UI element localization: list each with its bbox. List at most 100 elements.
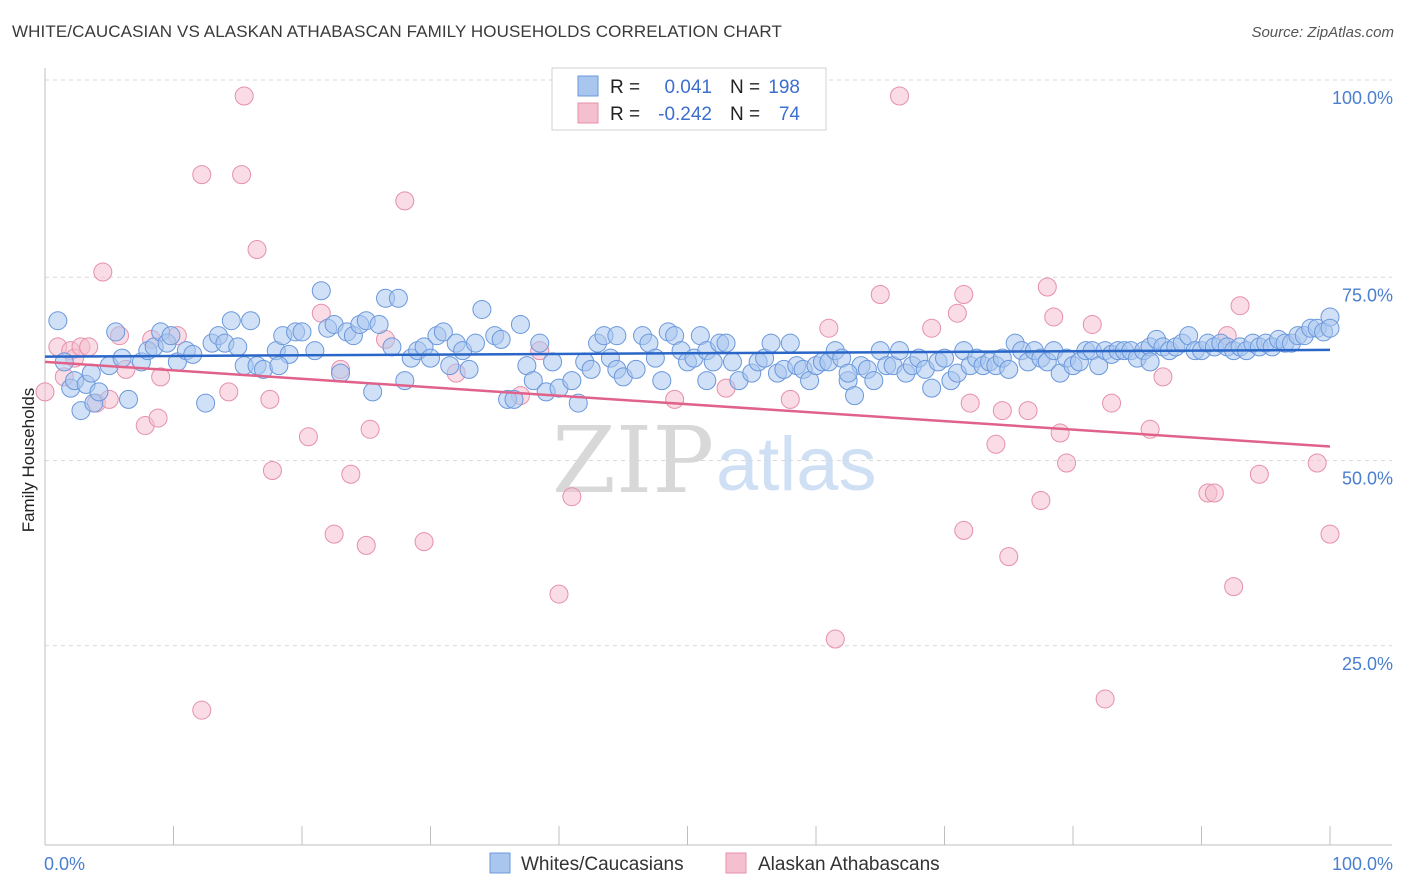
- n-value-pink: 74: [779, 104, 801, 125]
- watermark-atlas: atlas: [716, 422, 877, 507]
- data-point-athabascan: [1057, 453, 1077, 473]
- data-point-white: [269, 356, 289, 376]
- r-value-pink: -0.242: [658, 104, 712, 125]
- data-point-athabascan: [192, 700, 212, 720]
- data-point-athabascan: [1050, 423, 1070, 443]
- data-point-white: [48, 311, 68, 331]
- data-point-athabascan: [870, 284, 890, 304]
- data-point-white: [697, 371, 717, 391]
- data-point-white: [465, 333, 485, 353]
- data-point-athabascan: [234, 86, 254, 106]
- data-point-white: [761, 333, 781, 353]
- data-point-white: [922, 378, 942, 398]
- series-legend: Whites/Caucasians Alaskan Athabascans: [489, 852, 940, 875]
- data-point-white: [652, 371, 672, 391]
- data-point-athabascan: [780, 389, 800, 409]
- legend-swatch-pink: [577, 102, 599, 124]
- axis-layer: [44, 68, 1392, 846]
- data-point-athabascan: [1204, 483, 1224, 503]
- data-point-white: [504, 389, 524, 409]
- source-credit: Source: ZipAtlas.com: [1251, 24, 1394, 41]
- correlation-legend: R = 0.041 N = 198 R = -0.242 N = 74: [551, 67, 827, 131]
- data-point-white: [716, 333, 736, 353]
- data-point-white: [845, 386, 865, 406]
- data-point-white: [81, 363, 101, 383]
- data-point-white: [530, 333, 550, 353]
- data-point-athabascan: [79, 337, 99, 357]
- legend-item-athabascan-label: Alaskan Athabascans: [758, 854, 940, 875]
- data-point-white: [112, 348, 132, 368]
- r-value-blue: 0.041: [664, 77, 712, 98]
- data-point-athabascan: [395, 191, 415, 211]
- trend-layer: [44, 348, 1331, 448]
- data-point-athabascan: [1307, 453, 1327, 473]
- data-point-white: [780, 333, 800, 353]
- legend-item-athabascan-swatch: [725, 852, 747, 874]
- data-point-white: [1320, 318, 1340, 338]
- data-point-athabascan: [148, 408, 168, 428]
- trendline-athabascan: [44, 360, 1331, 448]
- data-point-white: [543, 352, 563, 372]
- data-point-white: [890, 341, 910, 361]
- r-label-pink: R =: [610, 104, 640, 125]
- y-tick-label: 50.0%: [1342, 469, 1393, 489]
- data-point-athabascan: [247, 240, 267, 260]
- data-point-athabascan: [819, 318, 839, 338]
- data-point-athabascan: [1037, 277, 1057, 297]
- data-point-athabascan: [1153, 367, 1173, 387]
- data-point-white: [491, 329, 511, 349]
- data-point-white: [196, 393, 216, 413]
- data-point-athabascan: [954, 520, 974, 540]
- data-point-white: [440, 356, 460, 376]
- data-point-athabascan: [999, 547, 1019, 567]
- data-point-white: [607, 326, 627, 346]
- data-point-white: [292, 322, 312, 342]
- n-label-pink: N =: [730, 104, 760, 125]
- data-point-white: [581, 359, 601, 379]
- data-point-athabascan: [1018, 401, 1038, 421]
- data-point-athabascan: [549, 584, 569, 604]
- data-point-athabascan: [954, 284, 974, 304]
- data-point-athabascan: [232, 165, 252, 185]
- r-label-blue: R =: [610, 77, 640, 98]
- data-point-white: [363, 382, 383, 402]
- data-point-athabascan: [414, 532, 434, 552]
- data-point-athabascan: [986, 434, 1006, 454]
- data-point-white: [241, 311, 261, 331]
- data-point-white: [228, 337, 248, 357]
- data-point-white: [106, 322, 126, 342]
- y-tick-label: 100.0%: [1332, 88, 1393, 108]
- data-point-white: [838, 363, 858, 383]
- y-tick-label: 25.0%: [1342, 654, 1393, 674]
- data-point-white: [119, 389, 139, 409]
- data-point-athabascan: [1102, 393, 1122, 413]
- data-point-athabascan: [825, 629, 845, 649]
- data-point-white: [1140, 352, 1160, 372]
- data-point-athabascan: [324, 524, 344, 544]
- data-point-white: [382, 337, 402, 357]
- data-point-athabascan: [1031, 490, 1051, 510]
- data-point-white: [331, 363, 351, 383]
- x-tick-label: 100.0%: [1332, 854, 1393, 874]
- data-point-athabascan: [192, 165, 212, 185]
- data-point-white: [311, 281, 331, 301]
- data-point-athabascan: [922, 318, 942, 338]
- data-point-athabascan: [1044, 307, 1064, 327]
- data-point-athabascan: [93, 262, 113, 282]
- data-point-white: [305, 341, 325, 361]
- data-point-white: [703, 352, 723, 372]
- data-point-athabascan: [1224, 577, 1244, 597]
- data-point-athabascan: [1320, 524, 1340, 544]
- data-point-athabascan: [1249, 464, 1269, 484]
- n-label-blue: N =: [730, 77, 760, 98]
- data-point-athabascan: [562, 487, 582, 507]
- data-point-white: [161, 326, 181, 346]
- data-point-white: [645, 348, 665, 368]
- data-point-athabascan: [1095, 689, 1115, 709]
- y-axis-label: Family Households: [19, 388, 38, 533]
- y-tick-label: 75.0%: [1342, 285, 1393, 305]
- data-point-white: [183, 344, 203, 364]
- chart-title: WHITE/CAUCASIAN VS ALASKAN ATHABASCAN FA…: [12, 22, 782, 41]
- data-point-athabascan: [947, 303, 967, 323]
